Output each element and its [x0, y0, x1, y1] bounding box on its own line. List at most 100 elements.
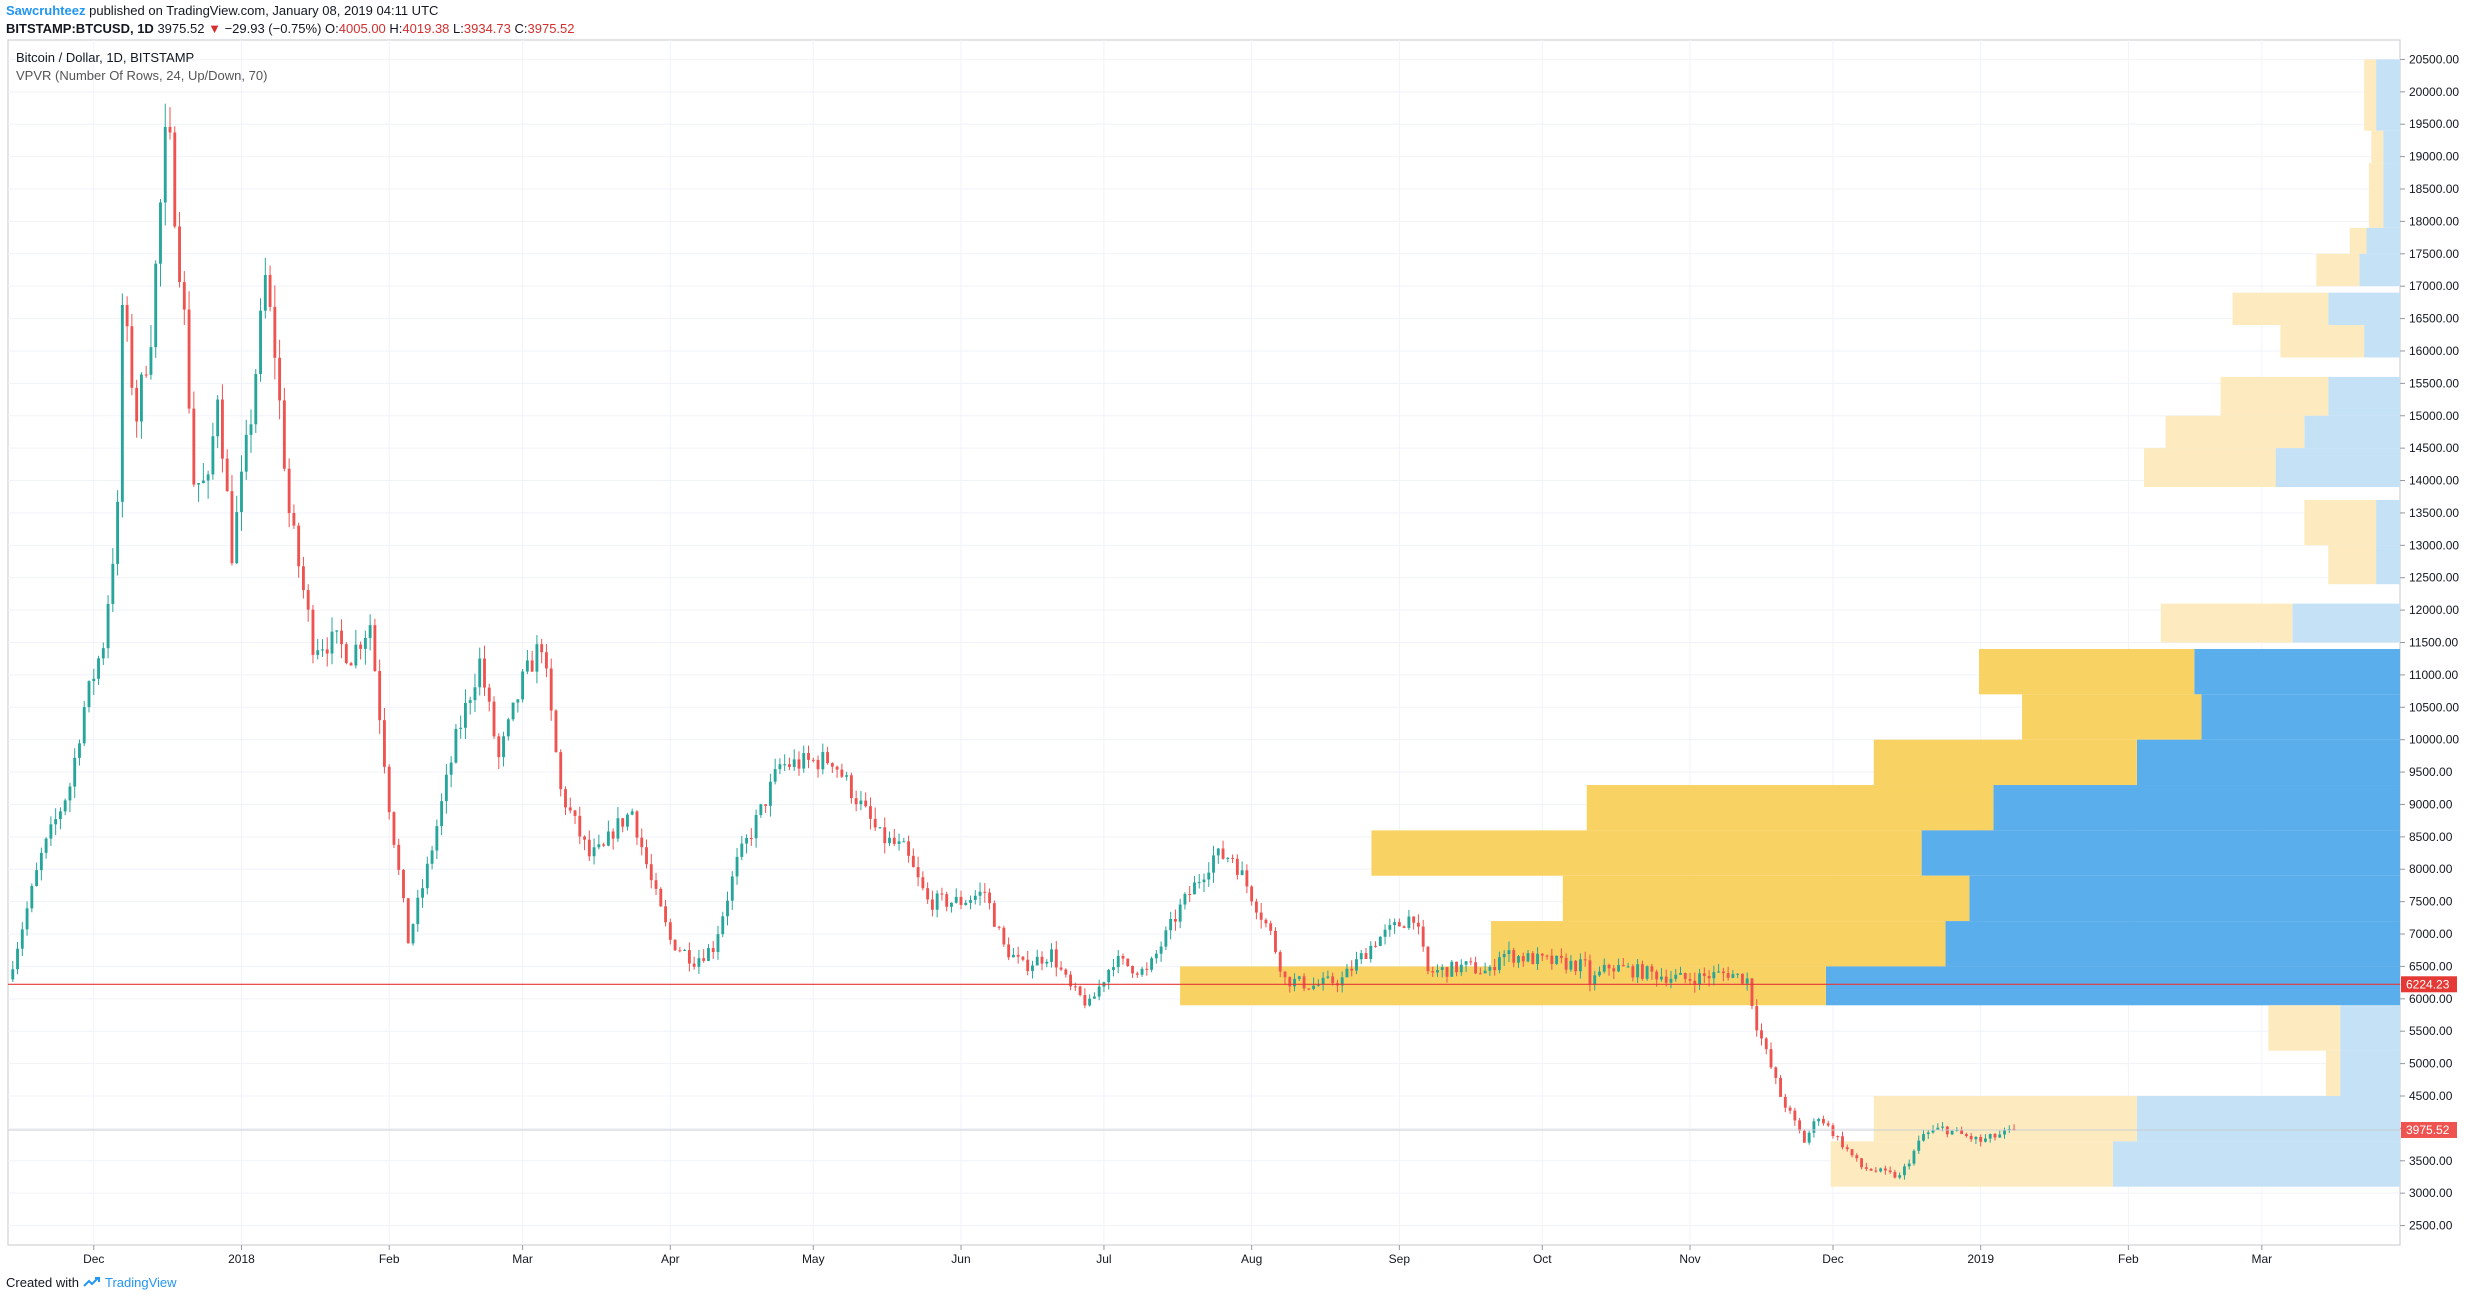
candle-down	[1235, 858, 1239, 875]
candle-down	[344, 644, 348, 664]
candle-up	[1931, 1129, 1935, 1133]
candle-up	[888, 837, 891, 844]
author-link[interactable]: Sawcruhteez	[6, 3, 86, 18]
candle-up	[68, 786, 72, 801]
candle-up	[1812, 1121, 1816, 1133]
vp-bar-down	[2316, 253, 2360, 287]
candle-up	[730, 876, 734, 901]
candle-up	[802, 753, 806, 769]
candle-up	[1312, 985, 1316, 989]
candle-down	[1664, 976, 1668, 983]
candle-down	[1064, 969, 1068, 975]
candle-up	[1240, 870, 1244, 875]
candle-down	[583, 836, 586, 840]
candle-up	[197, 483, 201, 485]
vp-bar-up	[2383, 130, 2400, 164]
open-value: 4005.00	[338, 21, 386, 36]
candle-down	[1083, 995, 1087, 1006]
candle-down	[287, 468, 291, 514]
candle-up	[626, 814, 629, 827]
candle-down	[402, 869, 405, 899]
candle-down	[340, 630, 343, 645]
candle-up	[592, 847, 596, 857]
time-axis[interactable]: Dec 2018 Feb Mar Apr May Jun Jul Aug Sep Oct Nov Dec…	[83, 1245, 2272, 1266]
candle-down	[654, 880, 658, 889]
vp-bar-up	[2376, 59, 2400, 131]
candle-down	[640, 837, 644, 848]
candle-down	[1693, 980, 1697, 985]
vp-bar-down	[1562, 875, 1970, 922]
candle-up	[368, 625, 372, 638]
candle-up	[1950, 1130, 1954, 1135]
y-tick-label: 5000.00	[2409, 1057, 2453, 1071]
last-price-badge-label: 3975.52	[2406, 1123, 2450, 1137]
candle-down	[1131, 966, 1134, 974]
candle-up	[63, 800, 67, 812]
candle-down	[1350, 968, 1354, 971]
candle-down	[668, 922, 672, 940]
candle-up	[964, 902, 968, 905]
candle-up	[1984, 1138, 1987, 1142]
low-value: 3934.73	[463, 21, 511, 36]
candle-up	[154, 263, 158, 348]
vp-bar-up	[1969, 875, 2400, 922]
candle-down	[545, 652, 548, 669]
line-price-badge	[2401, 976, 2457, 993]
candle-up	[1917, 1140, 1921, 1151]
tradingview-logo-icon	[83, 1276, 100, 1287]
candle-up	[1502, 954, 1506, 958]
y-tick-label: 16000.00	[2409, 344, 2459, 358]
candle-down	[359, 644, 363, 649]
vp-bar-up	[2366, 227, 2400, 254]
vp-bar-up	[2275, 448, 2400, 488]
candle-up	[211, 436, 215, 475]
tradingview-link[interactable]: TradingView	[104, 1275, 177, 1290]
candle-down	[1264, 919, 1268, 924]
y-tick-label: 15500.00	[2409, 376, 2459, 390]
price-axis[interactable]: 2500.003000.003500.004000.004500.005000.…	[2400, 52, 2459, 1233]
candle-up	[139, 374, 143, 422]
candle-up	[1660, 976, 1663, 980]
candle-down	[1402, 926, 1406, 928]
candle-down	[983, 891, 987, 893]
candle-up	[1150, 958, 1154, 970]
candle-down	[621, 818, 625, 827]
candle-down	[930, 899, 934, 910]
candle-up	[1092, 996, 1096, 999]
candle-up	[1345, 968, 1349, 978]
candle-up	[1393, 922, 1397, 926]
candle-down	[182, 282, 186, 310]
candle-down	[1455, 961, 1458, 973]
vp-bar-down	[1180, 966, 1826, 1006]
candle-up	[1807, 1132, 1811, 1143]
open-label: O:	[325, 21, 339, 36]
candle-down	[869, 806, 872, 819]
candle-down	[1760, 1030, 1763, 1039]
candle-up	[49, 824, 53, 839]
candle-down	[1283, 971, 1287, 978]
price-lines	[8, 983, 2400, 1131]
candle-down	[1221, 848, 1225, 859]
candle-down	[587, 839, 591, 857]
candle-up	[478, 658, 482, 688]
vp-bar-up	[2194, 648, 2400, 695]
candle-up	[235, 512, 239, 564]
close-label: C:	[514, 21, 528, 36]
candle-down	[1702, 973, 1706, 976]
candle-down	[1521, 956, 1525, 962]
candle-up	[1164, 930, 1168, 947]
candle-up	[473, 687, 477, 701]
candle-up	[1517, 956, 1520, 963]
candle-up	[1903, 1166, 1906, 1176]
candle-down	[873, 818, 877, 828]
candle-down	[1860, 1158, 1863, 1168]
candle-up	[149, 347, 153, 375]
candle-up	[20, 929, 24, 949]
candle-down	[573, 810, 577, 816]
candle-down	[273, 306, 277, 358]
x-tick-label: Aug	[1241, 1252, 1262, 1266]
vp-bar-down	[2371, 130, 2384, 164]
candle-down	[1288, 977, 1292, 987]
candle-up	[511, 702, 515, 720]
